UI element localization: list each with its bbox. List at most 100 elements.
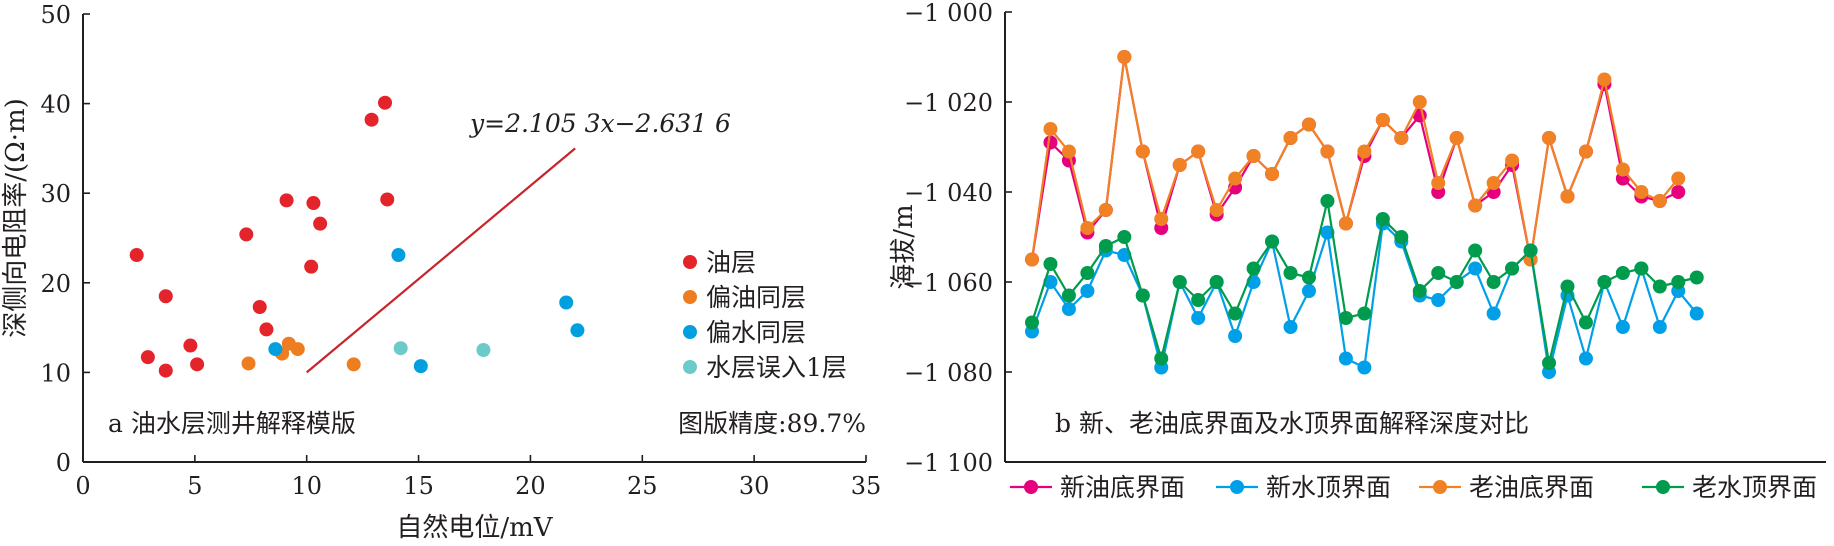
series-point-4	[1486, 275, 1501, 289]
series-point-2	[1578, 351, 1593, 366]
legend-marker	[1656, 480, 1670, 494]
series-point-3	[1043, 122, 1058, 136]
x-tick-label: 30	[739, 472, 770, 500]
legend-marker	[1230, 480, 1244, 494]
series-point-4	[1080, 266, 1095, 280]
series-point-3	[1634, 185, 1649, 199]
series-point-3	[1283, 131, 1298, 145]
series-point-3	[1357, 144, 1372, 159]
series-point-4	[1098, 239, 1113, 253]
scatter-point-1	[380, 192, 395, 207]
scatter-point-3	[413, 359, 428, 374]
series-point-4	[1505, 261, 1520, 276]
legend-label: 新水顶界面	[1266, 473, 1391, 502]
legend-marker	[1433, 480, 1447, 494]
series-point-4	[1043, 257, 1058, 271]
series-point-3	[1578, 144, 1593, 159]
series-point-2	[1689, 306, 1704, 321]
scatter-point-1	[259, 322, 274, 337]
series-point-4	[1634, 261, 1649, 276]
series-point-3	[1671, 171, 1686, 186]
series-point-4	[1154, 351, 1169, 366]
scatter-point-1	[158, 289, 173, 304]
series-point-3	[1431, 176, 1446, 190]
series-point-4	[1431, 266, 1446, 280]
legend-label: 油层	[706, 248, 756, 277]
series-point-3	[1117, 50, 1132, 64]
series-point-2	[1228, 329, 1243, 343]
y-axis-label: 深侧向电阻率/(Ω·m)	[1, 98, 31, 338]
series-point-3	[1615, 162, 1630, 177]
y-tick-label: −1 040	[904, 179, 993, 207]
series-point-3	[1080, 221, 1095, 235]
series-point-3	[1061, 144, 1076, 159]
x-tick-label: 5	[187, 472, 202, 500]
series-point-4	[1209, 275, 1224, 289]
legend-marker	[683, 360, 697, 374]
scatter-point-3	[391, 248, 406, 263]
series-point-4	[1412, 284, 1427, 298]
legend-marker	[683, 325, 697, 339]
legend-label: 新油底界面	[1060, 473, 1185, 502]
legend-label: 偏油同层	[706, 283, 806, 312]
panel-b-label: b 新、老油底界面及水顶界面解释深度对比	[1055, 409, 1529, 438]
legend-marker	[683, 290, 697, 304]
scatter-point-1	[306, 196, 321, 211]
series-point-4	[1597, 275, 1612, 289]
series-point-3	[1486, 176, 1501, 190]
series-point-3	[1154, 212, 1169, 226]
series-point-3	[1412, 95, 1427, 109]
series-point-3	[1597, 72, 1612, 87]
accuracy-annotation: 图版精度:89.7%	[678, 409, 866, 438]
scatter-point-1	[364, 112, 379, 127]
series-point-4	[1578, 315, 1593, 330]
series-point-2	[1191, 311, 1206, 325]
series-point-4	[1025, 315, 1039, 330]
y-tick-label: 0	[56, 449, 71, 477]
legend-label: 老油底界面	[1469, 473, 1594, 502]
trendline	[306, 147, 576, 374]
series-point-4	[1689, 270, 1704, 285]
y-tick-label: 10	[40, 359, 71, 387]
series-point-3	[1560, 189, 1575, 204]
series-point-2	[1615, 320, 1630, 334]
scatter-point-2	[290, 342, 305, 357]
scatter-point-1	[279, 193, 294, 208]
series-point-4	[1394, 230, 1409, 244]
series-point-3	[1025, 252, 1039, 267]
series-point-3	[1449, 131, 1464, 145]
series-point-4	[1265, 234, 1280, 249]
legend-marker	[1024, 480, 1038, 494]
scatter-point-1	[190, 357, 205, 372]
trendline-equation: y=2.105 3x−2.631 6	[469, 109, 731, 138]
x-tick-label: 35	[851, 472, 882, 500]
x-tick-label: 15	[403, 472, 434, 500]
series-point-4	[1283, 266, 1298, 280]
y-tick-label: −1 080	[904, 359, 993, 387]
y-tick-label: 40	[40, 91, 71, 119]
series-point-3	[1542, 131, 1557, 145]
scatter-point-1	[239, 227, 254, 242]
series-line-3	[1030, 56, 1680, 260]
scatter-point-1	[158, 363, 173, 378]
series-point-2	[1486, 306, 1501, 321]
x-axis-label: 自然电位/mV	[396, 513, 553, 543]
series-point-4	[1301, 270, 1316, 285]
x-tick-label: 10	[291, 472, 322, 500]
y-tick-label: −1 060	[904, 269, 993, 297]
series-point-2	[1338, 351, 1353, 366]
y-tick-label: −1 020	[904, 89, 993, 117]
scatter-point-1	[140, 350, 155, 365]
series-point-3	[1301, 117, 1316, 132]
series-point-4	[1246, 261, 1261, 276]
scatter-point-1	[304, 259, 319, 274]
y-axis-label: 海拔/m	[889, 204, 919, 289]
x-tick-label: 0	[75, 472, 90, 500]
panel-a-label: a 油水层测井解释模版	[108, 409, 356, 438]
series-point-4	[1228, 306, 1243, 321]
series-point-4	[1357, 306, 1372, 321]
series-point-3	[1652, 194, 1667, 208]
